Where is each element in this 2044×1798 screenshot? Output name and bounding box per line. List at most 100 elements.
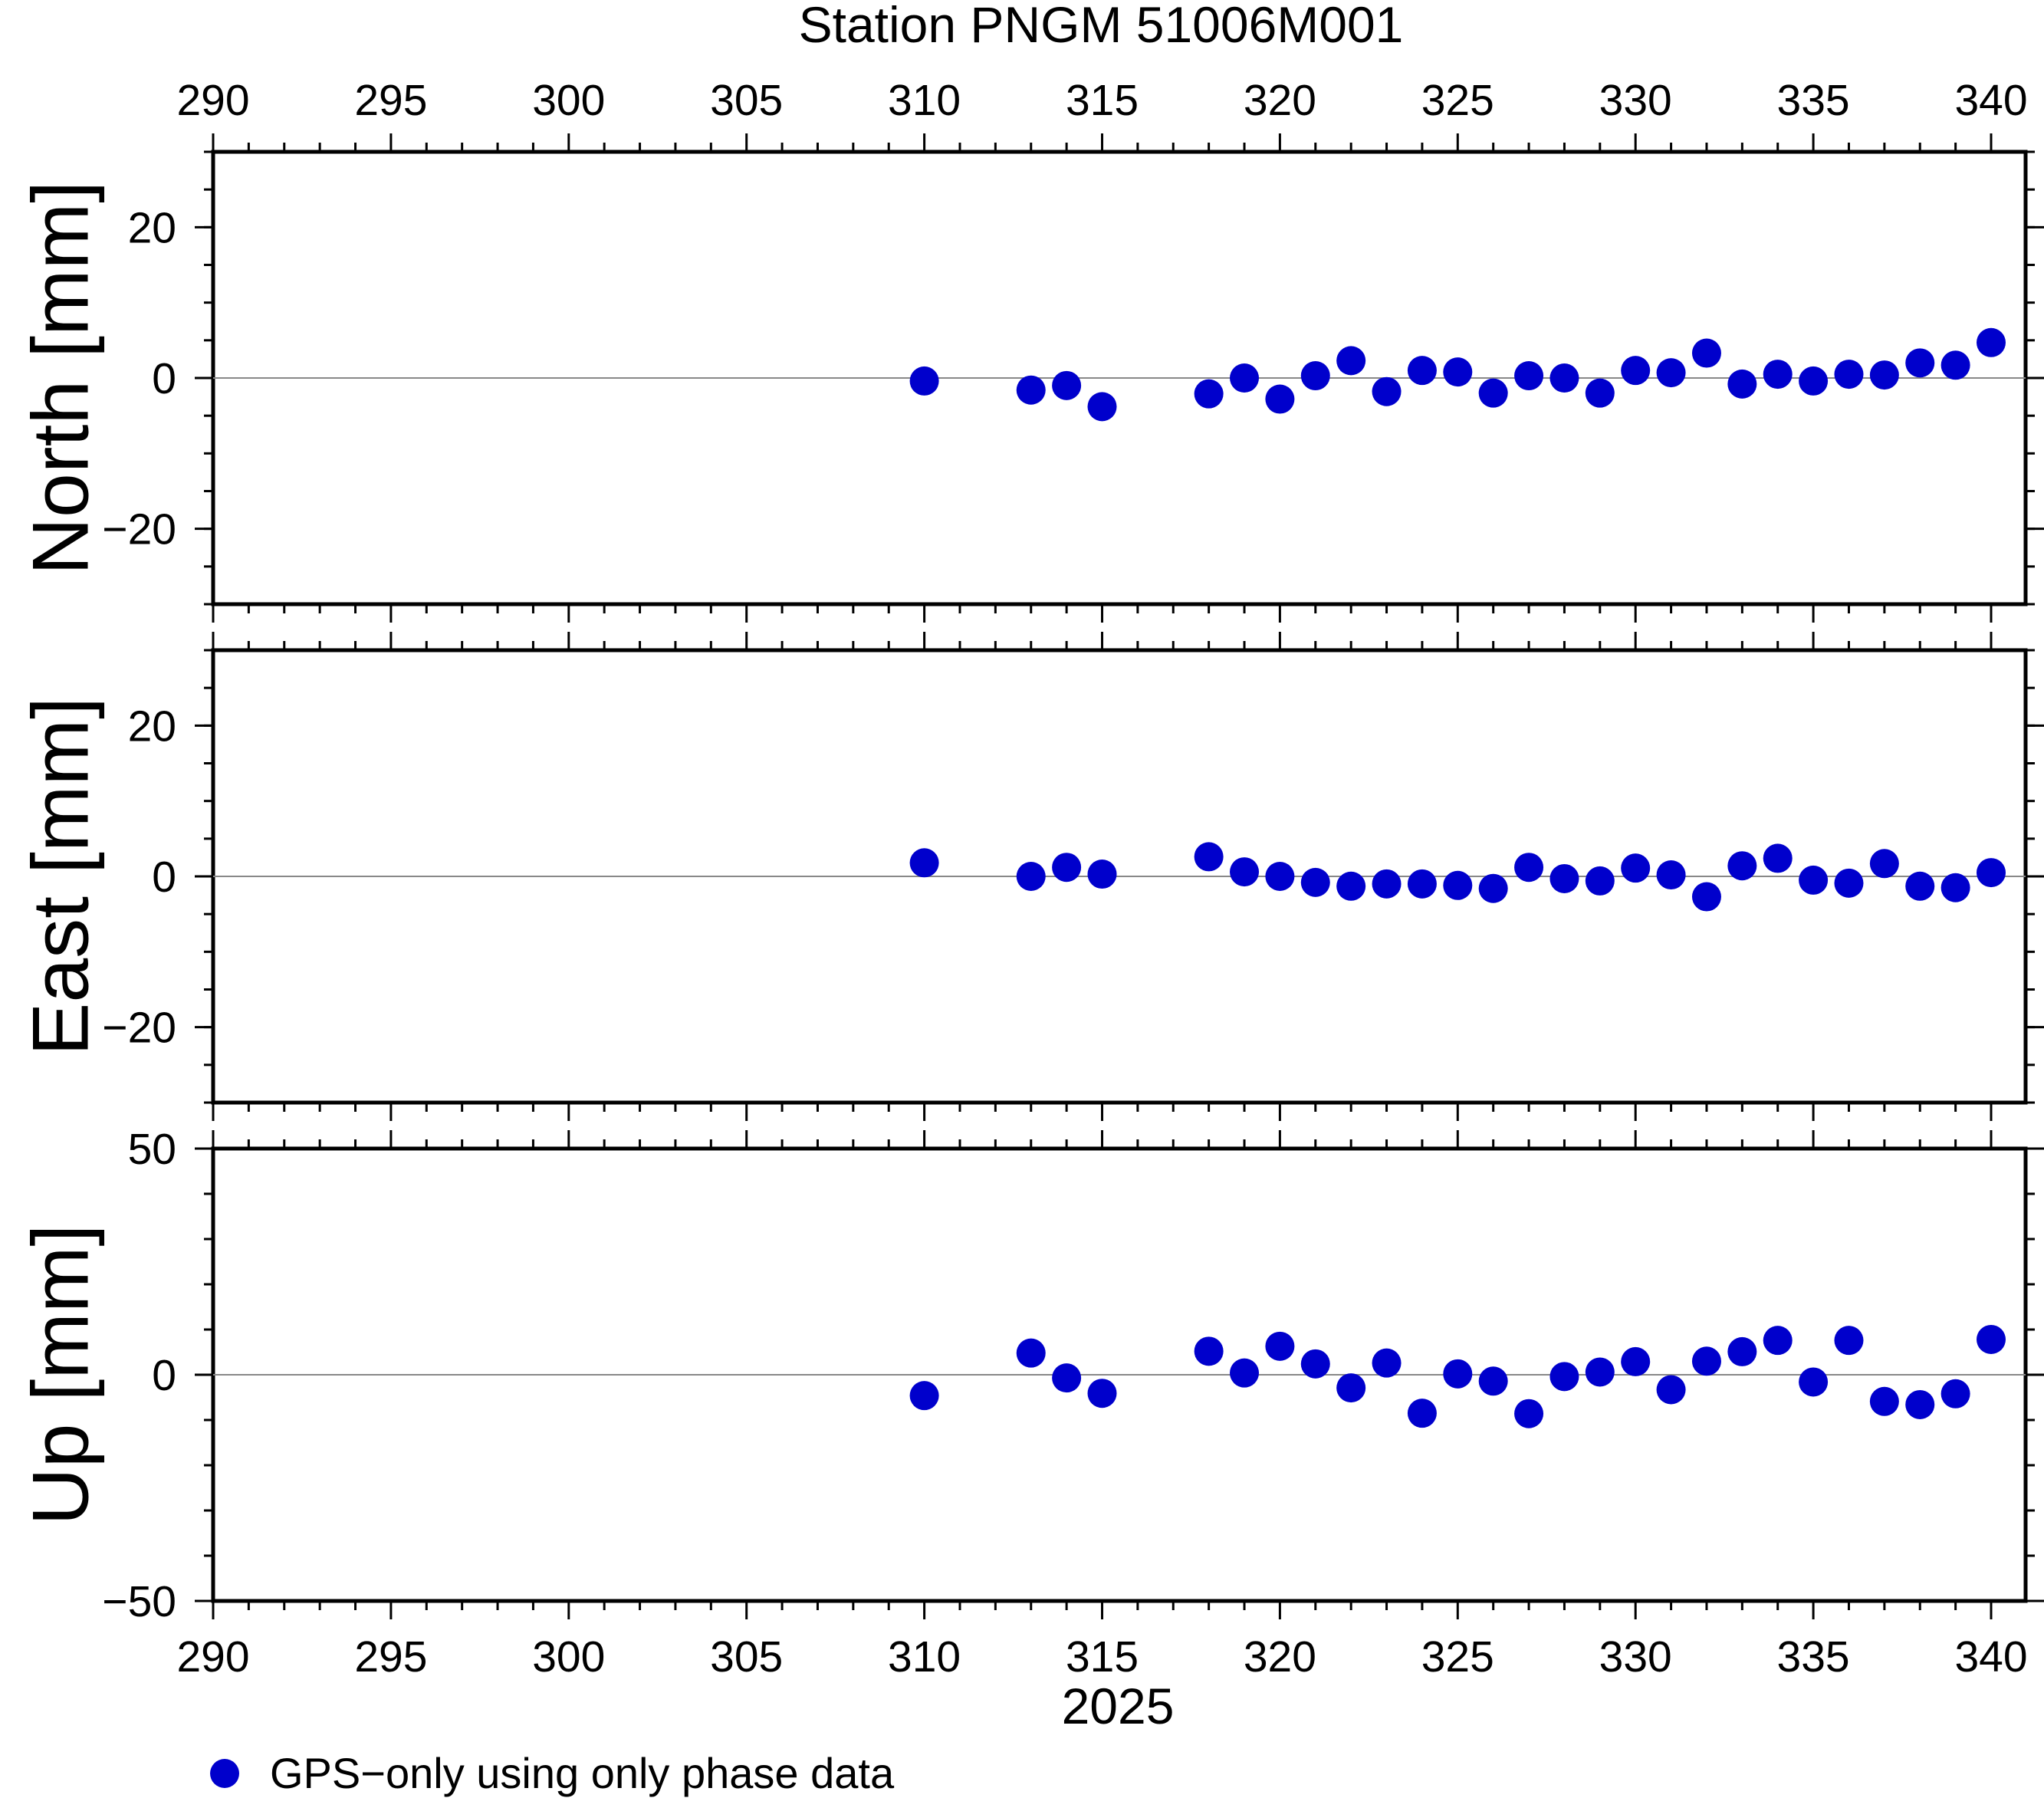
top-x-axis: 290 295 300 305 310 315 320 325 330 335 340	[176, 76, 2027, 125]
east-data-point	[1834, 868, 1864, 898]
legend-marker	[210, 1759, 239, 1788]
up-data-point	[1194, 1336, 1224, 1366]
up-data-point	[1514, 1399, 1544, 1428]
up-data-point	[1300, 1349, 1330, 1379]
north-data-point	[909, 366, 939, 396]
up-data-point	[1727, 1336, 1757, 1366]
top-x-tick-label: 295	[354, 76, 427, 125]
top-x-tick-label: 330	[1599, 76, 1672, 125]
north-data-point	[1087, 392, 1117, 422]
top-x-tick-label: 335	[1777, 76, 1850, 125]
east-data-point	[1656, 860, 1686, 890]
east-data-point	[1940, 873, 1970, 902]
up-data-point	[1052, 1363, 1082, 1393]
up-data-point	[1621, 1346, 1651, 1376]
north-data-point	[1691, 338, 1721, 368]
north-data-point	[1265, 384, 1295, 414]
north-y-axis-label: North [mm]	[16, 181, 105, 575]
panel-east: −20 0 20 East [mm]	[16, 632, 2044, 1121]
north-data-point	[1052, 370, 1082, 400]
bottom-x-tick-label: 330	[1599, 1632, 1672, 1681]
up-data-point	[1407, 1399, 1437, 1428]
east-data-point	[1194, 842, 1224, 872]
north-data-point	[1514, 361, 1544, 391]
up-data-point	[1905, 1389, 1935, 1419]
north-data-point	[1585, 378, 1615, 408]
north-data-point	[1016, 375, 1046, 405]
north-data-point	[1977, 327, 2006, 357]
north-data-point	[1940, 350, 1970, 380]
east-data-point	[1869, 849, 1899, 879]
east-data-point	[1230, 857, 1260, 887]
east-data-point	[1478, 873, 1508, 903]
top-x-tick-label: 325	[1421, 76, 1494, 125]
top-x-tick-label: 315	[1066, 76, 1139, 125]
north-y-tick-label: 20	[128, 203, 176, 252]
east-data-point	[1087, 860, 1117, 889]
north-y-tick-label: 0	[152, 354, 176, 403]
north-data-point	[1763, 360, 1793, 390]
east-data-point	[1621, 853, 1651, 883]
bottom-x-tick-label: 310	[888, 1632, 961, 1681]
up-data-point	[1265, 1331, 1295, 1361]
north-data-point	[1549, 363, 1579, 393]
chart-title: Station PNGM 51006M001	[799, 0, 1404, 53]
east-data-point	[1300, 867, 1330, 897]
east-data-point	[1727, 851, 1757, 881]
up-data-point	[1478, 1366, 1508, 1396]
up-data-point	[1016, 1338, 1046, 1368]
bottom-x-tick-label: 290	[176, 1632, 249, 1681]
legend: GPS−only using only phase data	[210, 1749, 895, 1797]
bottom-x-tick-label: 320	[1244, 1632, 1316, 1681]
bottom-x-tick-label: 340	[1954, 1632, 2027, 1681]
east-data-point	[1016, 862, 1046, 891]
east-data-point	[1265, 862, 1295, 891]
east-data-point	[1443, 870, 1473, 900]
east-data-point	[1585, 866, 1615, 896]
north-data-point	[1372, 376, 1402, 406]
north-data-point	[1443, 357, 1473, 387]
east-data-point	[1052, 853, 1082, 883]
east-data-point	[1977, 858, 2006, 888]
up-data-point	[1799, 1367, 1829, 1397]
panel-up: −50 0 50 Up [mm]	[16, 1125, 2044, 1626]
bottom-x-tick-label: 315	[1066, 1632, 1139, 1681]
east-y-tick-label: 20	[128, 702, 176, 751]
up-y-tick-label: −50	[102, 1577, 176, 1626]
north-data-point	[1905, 348, 1935, 378]
up-data-point	[1372, 1348, 1402, 1378]
north-data-point	[1300, 361, 1330, 391]
up-data-point	[1087, 1379, 1117, 1408]
up-data-point	[1977, 1324, 2006, 1354]
up-data-point	[1443, 1359, 1473, 1389]
north-data-point	[1194, 379, 1224, 409]
east-data-point	[1691, 882, 1721, 912]
bottom-x-tick-label: 325	[1421, 1632, 1494, 1681]
up-data-point	[1656, 1375, 1686, 1405]
up-data-point	[909, 1381, 939, 1411]
up-data-point	[1336, 1373, 1366, 1403]
east-data-point	[1372, 869, 1402, 899]
top-x-tick-label: 290	[176, 76, 249, 125]
north-data-point	[1407, 356, 1437, 386]
up-data-point	[1763, 1326, 1793, 1356]
north-data-point	[1727, 369, 1757, 399]
north-data-point	[1869, 360, 1899, 390]
bottom-x-tick-label: 300	[532, 1632, 605, 1681]
east-y-tick-label: −20	[102, 1004, 176, 1053]
up-data-point	[1585, 1357, 1615, 1387]
bottom-x-tick-label: 295	[354, 1632, 427, 1681]
north-data-point	[1336, 346, 1366, 376]
east-y-axis-label: East [mm]	[16, 697, 105, 1056]
up-y-axis-label: Up [mm]	[16, 1224, 105, 1526]
top-x-tick-label: 320	[1244, 76, 1316, 125]
east-data-point	[1905, 871, 1935, 901]
top-x-tick-label: 300	[532, 76, 605, 125]
east-y-tick-label: 0	[152, 853, 176, 902]
up-data-point	[1230, 1358, 1260, 1388]
east-data-point	[1799, 865, 1829, 895]
up-data-point	[1549, 1362, 1579, 1392]
up-data-point	[1869, 1386, 1899, 1416]
x-axis-label: 2025	[1062, 1678, 1175, 1734]
north-data-point	[1621, 356, 1651, 386]
